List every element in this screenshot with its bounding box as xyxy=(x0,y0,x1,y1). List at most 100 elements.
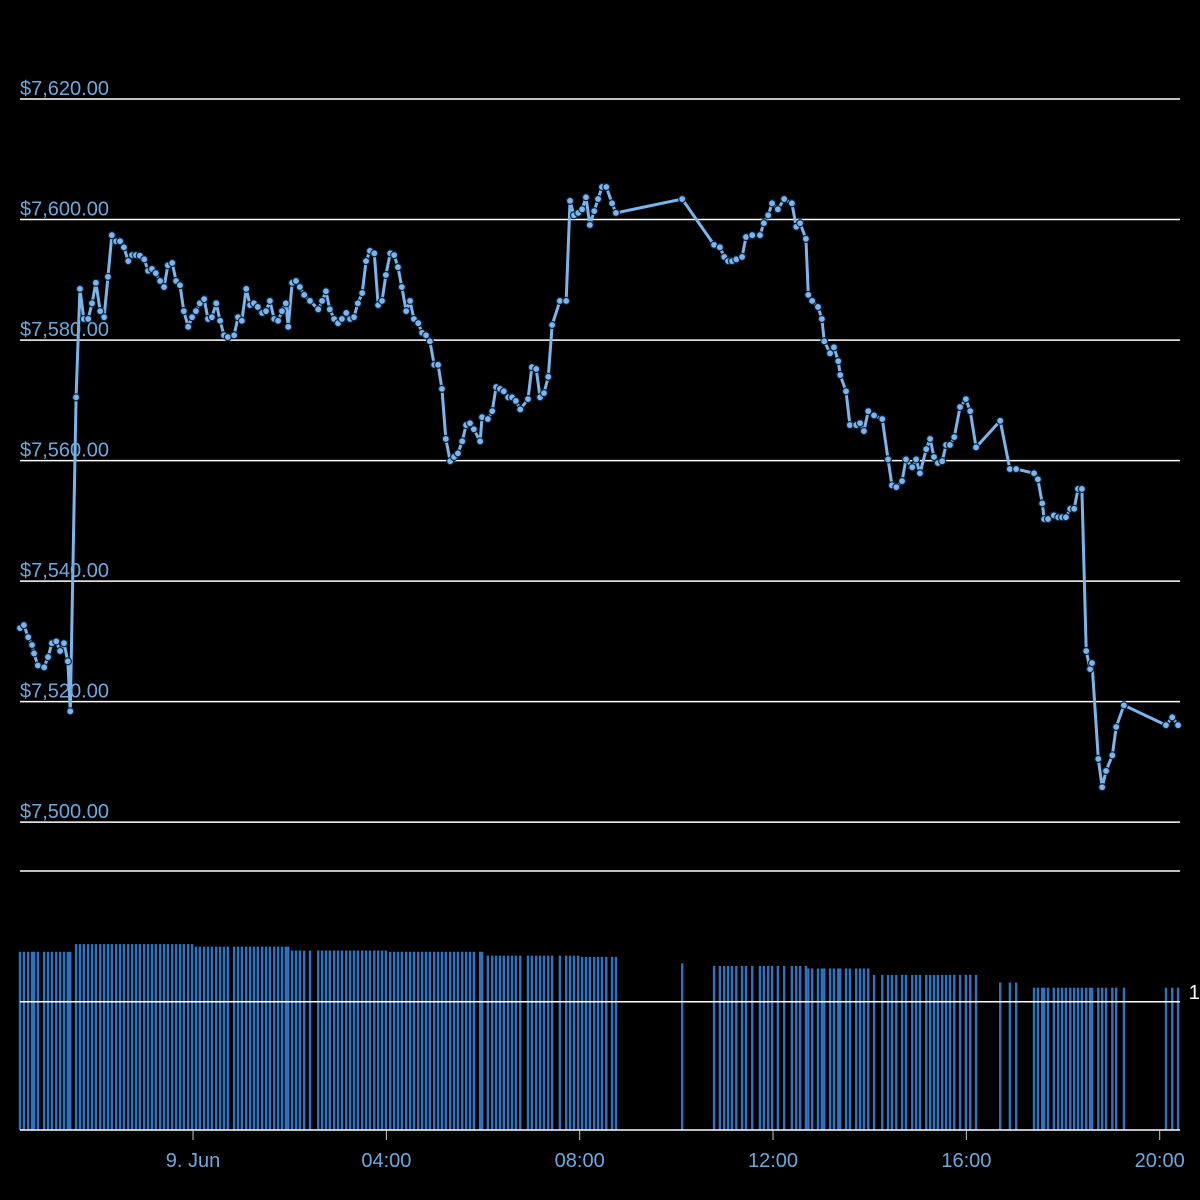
volume-bar xyxy=(948,974,952,1130)
price-point xyxy=(212,299,221,308)
volume-bar xyxy=(236,946,240,1130)
volume-bar xyxy=(472,951,476,1130)
price-point xyxy=(499,387,508,396)
volume-bar xyxy=(564,955,568,1130)
volume-bar xyxy=(396,951,400,1130)
grid xyxy=(20,98,1180,1140)
price-point xyxy=(611,208,621,218)
volume-bar xyxy=(605,956,608,1130)
price-point xyxy=(593,194,603,204)
volume-bar xyxy=(867,968,870,1130)
price-point xyxy=(755,231,765,240)
price-point xyxy=(207,313,216,322)
volume-bar xyxy=(210,946,214,1130)
price-point xyxy=(915,469,925,478)
price-point xyxy=(911,455,921,464)
price-point xyxy=(124,257,133,266)
y-tick-label: $7,500.00 xyxy=(20,801,109,823)
volume-bar xyxy=(712,965,716,1130)
volume-bar xyxy=(593,956,596,1130)
volume-bar xyxy=(844,968,848,1130)
volume-bar xyxy=(1032,987,1036,1130)
price-point xyxy=(759,219,768,228)
volume-bar xyxy=(1111,987,1114,1130)
price-point xyxy=(539,389,549,398)
volume-bar xyxy=(1052,987,1056,1130)
volume-bar xyxy=(486,955,490,1130)
price-point xyxy=(607,199,617,208)
price-point xyxy=(305,296,315,305)
volume-bar xyxy=(412,951,416,1130)
volume-bar xyxy=(373,950,376,1130)
price-point xyxy=(938,457,947,466)
volume-bar xyxy=(1097,987,1100,1130)
volume-bar xyxy=(171,944,174,1130)
y-tick-label: $7,620.00 xyxy=(20,78,109,100)
volume-bar xyxy=(862,968,866,1130)
volume-bar xyxy=(837,968,840,1130)
price-point xyxy=(971,443,981,452)
volume-bar xyxy=(941,974,944,1130)
volume-bar xyxy=(526,955,530,1130)
volume-bar xyxy=(1115,987,1118,1130)
volume-bar xyxy=(795,965,798,1130)
volume-bar xyxy=(542,955,546,1130)
volume-bar xyxy=(218,946,222,1130)
volume-bar xyxy=(911,974,914,1130)
price-point xyxy=(516,405,525,414)
volume-bar xyxy=(232,946,236,1130)
price-point xyxy=(179,307,188,316)
volume-bar xyxy=(468,951,472,1130)
volume-bar xyxy=(491,955,494,1130)
volume-bar xyxy=(380,950,384,1130)
price-point xyxy=(393,263,403,272)
price-point xyxy=(115,237,125,246)
price-point xyxy=(1038,499,1047,508)
price-point xyxy=(795,219,805,228)
price-point xyxy=(544,372,553,381)
volume-bar xyxy=(352,950,356,1130)
volume-bar xyxy=(74,944,78,1130)
volume-bar xyxy=(848,968,852,1130)
volume-bar xyxy=(276,946,280,1130)
volume-bar xyxy=(308,950,312,1130)
volume-bar xyxy=(287,946,290,1130)
volume-bar xyxy=(332,950,336,1130)
price-point xyxy=(926,434,935,444)
price-point xyxy=(585,220,594,230)
volume-bar xyxy=(361,950,364,1130)
volume-bar xyxy=(46,951,50,1130)
volume-bar xyxy=(444,951,448,1130)
price-point xyxy=(175,281,185,290)
volume-bar xyxy=(55,951,58,1130)
price-point xyxy=(361,257,371,266)
volume-bar xyxy=(610,956,614,1130)
price-point xyxy=(140,255,149,264)
volume-bar xyxy=(538,955,542,1130)
volume-bar xyxy=(816,968,820,1130)
price-point xyxy=(342,308,351,318)
volume-bar xyxy=(1042,987,1046,1130)
price-point xyxy=(961,395,970,404)
volume-bar xyxy=(464,951,468,1130)
volume-bar xyxy=(723,965,726,1130)
volume-bar xyxy=(1036,987,1040,1130)
price-point xyxy=(107,231,116,240)
volume-bar xyxy=(770,965,774,1130)
price-point xyxy=(841,387,851,396)
volume-bar xyxy=(428,951,432,1130)
price-point xyxy=(317,296,327,305)
volume-bar xyxy=(248,946,252,1130)
price-point xyxy=(433,360,443,369)
price-point xyxy=(43,652,53,662)
volume-bar xyxy=(1176,987,1180,1130)
price-point xyxy=(425,337,434,346)
volume-bar xyxy=(127,944,130,1130)
price-point xyxy=(855,419,865,428)
volume-bar xyxy=(62,951,66,1130)
price-point xyxy=(1033,475,1043,484)
price-point xyxy=(908,463,917,472)
price-point xyxy=(27,640,37,650)
volume-bar xyxy=(751,965,754,1130)
price-point xyxy=(813,302,823,312)
